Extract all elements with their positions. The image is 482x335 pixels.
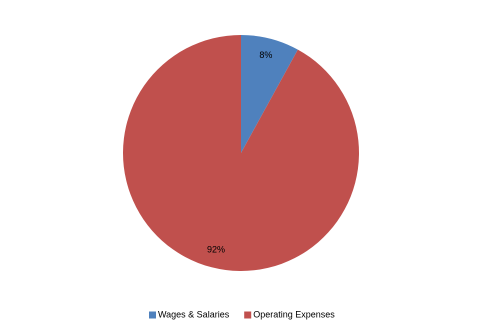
- legend-swatch: [244, 311, 252, 319]
- pie-slice: [241, 35, 298, 153]
- legend-swatch: [149, 311, 156, 319]
- legend-label: Wages & Salaries: [158, 309, 230, 319]
- data-label: 8%: [259, 50, 272, 60]
- legend-label: Operating Expenses: [253, 309, 335, 319]
- pie-slice: [123, 35, 360, 271]
- data-label: 92%: [207, 245, 225, 255]
